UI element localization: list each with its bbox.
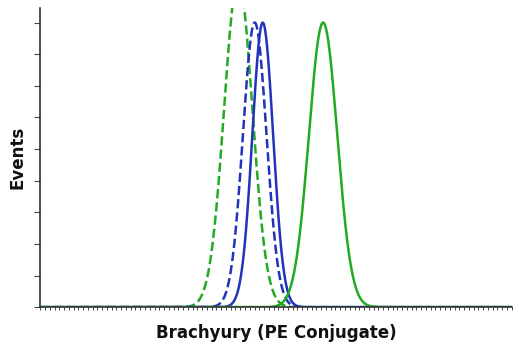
Y-axis label: Events: Events bbox=[8, 126, 27, 189]
X-axis label: Brachyury (PE Conjugate): Brachyury (PE Conjugate) bbox=[155, 324, 396, 342]
